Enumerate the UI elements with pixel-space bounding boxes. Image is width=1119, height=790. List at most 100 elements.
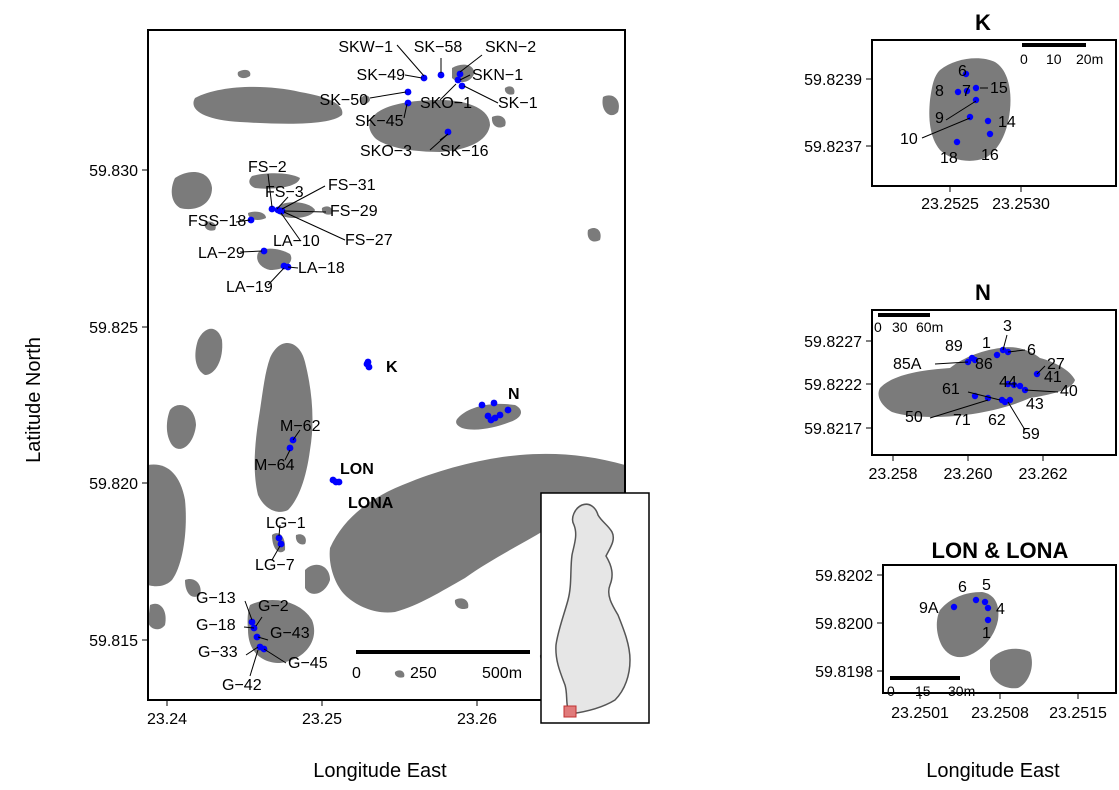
- scale-label: 0: [1020, 51, 1028, 67]
- site-point: [986, 130, 994, 138]
- point-label: 61: [942, 381, 960, 398]
- site-label: SKO−3: [360, 143, 412, 160]
- point-label: 18: [940, 150, 958, 167]
- y-tick-label: 59.8239: [804, 72, 862, 89]
- scale-label-500: 500m: [482, 665, 522, 682]
- scale-label-250: 250: [410, 665, 437, 682]
- site-label: SK−58: [414, 39, 463, 56]
- site-point: [1001, 398, 1009, 406]
- site-point: [277, 540, 285, 548]
- site-label: LA−10: [273, 233, 320, 250]
- y-tick-label: 59.830: [89, 163, 138, 180]
- land-layer: [148, 64, 625, 678]
- site-point: [490, 399, 498, 407]
- site-label: SKN−2: [485, 39, 536, 56]
- site-label: M−64: [254, 457, 295, 474]
- point-label: 10: [900, 131, 918, 148]
- site-point: [404, 99, 412, 107]
- site-point: [1004, 380, 1012, 388]
- site-point: [444, 128, 452, 136]
- island: [185, 579, 201, 597]
- leader-line: [239, 250, 263, 253]
- point-label: 6: [1027, 342, 1036, 359]
- scale-label: 0: [887, 683, 895, 699]
- scale-label: 20m: [1076, 51, 1103, 67]
- site-label: LG−1: [266, 515, 306, 532]
- x-tick-label: 23.2501: [891, 705, 949, 722]
- site-label: G−33: [198, 644, 238, 661]
- site-point: [253, 633, 261, 641]
- point-label: 3: [1003, 318, 1012, 335]
- leader-line: [245, 646, 259, 656]
- site-point: [993, 351, 1001, 359]
- site-point: [458, 82, 466, 90]
- point-label: 8: [935, 83, 944, 100]
- site-point: [1010, 381, 1018, 389]
- panel-lon-lona: LON & LONA 0 15 30m 6 5 9A 41 59.8202 59.82…: [815, 538, 1117, 722]
- leader-line: [243, 626, 255, 629]
- site-point: [972, 596, 980, 604]
- point-label: 1: [982, 625, 991, 642]
- point-label: 7: [962, 83, 971, 100]
- x-tick-label: 23.25: [302, 711, 342, 728]
- island: [171, 172, 212, 210]
- lon-points: 6 5 9A 41: [919, 577, 1005, 642]
- site-point: [972, 84, 980, 92]
- leader-line: [1002, 334, 1008, 351]
- y-tick-label: 59.8202: [815, 568, 873, 585]
- finland-outline: [555, 503, 631, 715]
- point-label: 71: [953, 412, 971, 429]
- island: [305, 564, 330, 594]
- leader-line: [1007, 401, 1026, 431]
- x-tick-label: 23.2515: [1049, 705, 1107, 722]
- site-point: [487, 416, 495, 424]
- leader-line: [921, 117, 971, 139]
- island: [878, 347, 1075, 417]
- y-axis-title: Latitude North: [23, 337, 45, 463]
- island: [237, 69, 251, 79]
- island: [148, 464, 186, 587]
- site-label: M−62: [280, 418, 321, 435]
- point-label: 86: [975, 356, 993, 373]
- point-label: 9A: [919, 600, 939, 617]
- point-label: 59: [1022, 426, 1040, 443]
- leader-line: [283, 211, 346, 241]
- site-label: FS−31: [328, 177, 376, 194]
- island: [249, 173, 300, 189]
- site-label: G−2: [258, 598, 289, 615]
- island: [587, 228, 601, 242]
- island: [295, 534, 306, 545]
- leader-line: [271, 545, 281, 561]
- leader-line: [439, 133, 449, 141]
- site-point: [478, 401, 486, 409]
- site-point: [437, 71, 445, 79]
- scale-label: 60m: [916, 319, 943, 335]
- leader-line: [244, 600, 253, 621]
- point-label: 9: [935, 110, 944, 127]
- x-axis: 23.24 23.25 23.26: [147, 700, 497, 728]
- point-label: 6: [958, 63, 967, 80]
- site-labels: SKW−1 SK−58 SKN−2 SK−49 SKN−1 SK−50 SKO−1 SK−1 S…: [188, 39, 538, 694]
- y-tick-label: 59.8227: [804, 334, 862, 351]
- site-point: [954, 88, 962, 96]
- site-label: G−43: [270, 625, 310, 642]
- site-point: [496, 411, 504, 419]
- leader-line: [267, 173, 273, 208]
- x-tick-label: 23.2525: [921, 196, 979, 213]
- y-tick-label: 59.815: [89, 633, 138, 650]
- site-point: [248, 618, 256, 626]
- island: [602, 95, 619, 116]
- leader-line: [945, 100, 977, 121]
- y-tick-label: 59.8222: [804, 377, 862, 394]
- panel-n-title: N: [975, 280, 991, 305]
- site-point: [504, 406, 512, 414]
- site-label: FSS−18: [188, 213, 246, 230]
- leader-line: [263, 648, 287, 664]
- point-label: 62: [988, 412, 1006, 429]
- leader-line: [249, 649, 259, 677]
- site-label: LG−7: [255, 557, 295, 574]
- site-point: [962, 70, 970, 78]
- map-frame: [147, 29, 626, 701]
- island: [148, 603, 166, 630]
